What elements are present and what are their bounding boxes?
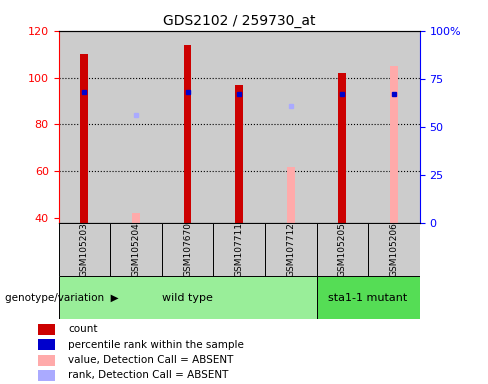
Text: GSM105204: GSM105204 <box>131 222 141 277</box>
Bar <box>183 45 191 223</box>
Text: GSM107711: GSM107711 <box>235 222 244 277</box>
Text: sta1-1 mutant: sta1-1 mutant <box>328 293 407 303</box>
Text: genotype/variation  ▶: genotype/variation ▶ <box>5 293 119 303</box>
Bar <box>265 31 317 223</box>
Text: GSM107712: GSM107712 <box>286 222 295 277</box>
Bar <box>317 276 420 319</box>
Bar <box>317 223 368 276</box>
Bar <box>38 354 55 366</box>
Bar <box>38 324 55 335</box>
Bar <box>162 31 213 223</box>
Bar <box>59 276 317 319</box>
Text: GSM105205: GSM105205 <box>338 222 347 277</box>
Bar <box>59 223 110 276</box>
Bar <box>368 223 420 276</box>
Text: rank, Detection Call = ABSENT: rank, Detection Call = ABSENT <box>68 371 229 381</box>
Bar <box>213 223 265 276</box>
Bar <box>132 214 140 223</box>
Text: wild type: wild type <box>162 293 213 303</box>
Bar <box>339 73 346 223</box>
Title: GDS2102 / 259730_at: GDS2102 / 259730_at <box>163 14 315 28</box>
Text: value, Detection Call = ABSENT: value, Detection Call = ABSENT <box>68 355 234 365</box>
Bar <box>390 66 398 223</box>
Text: GSM107670: GSM107670 <box>183 222 192 277</box>
Bar <box>59 31 110 223</box>
Bar <box>368 31 420 223</box>
Text: GSM105206: GSM105206 <box>389 222 398 277</box>
Text: GSM105203: GSM105203 <box>80 222 89 277</box>
Bar <box>162 223 213 276</box>
Bar <box>265 223 317 276</box>
Bar <box>235 84 243 223</box>
Text: count: count <box>68 324 98 334</box>
Bar <box>287 167 295 223</box>
Bar <box>38 339 55 350</box>
Bar <box>213 31 265 223</box>
Text: percentile rank within the sample: percentile rank within the sample <box>68 340 244 350</box>
Bar <box>38 370 55 381</box>
Bar <box>81 54 88 223</box>
Bar <box>110 31 162 223</box>
Bar <box>110 223 162 276</box>
Bar <box>317 31 368 223</box>
